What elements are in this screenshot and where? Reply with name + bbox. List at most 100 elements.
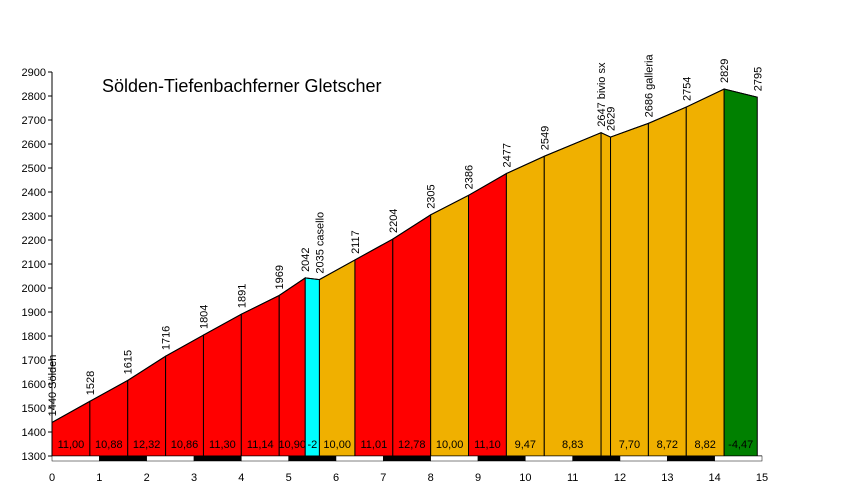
profile-segment: [723, 88, 758, 457]
profile-segments: [51, 88, 758, 457]
y-tick-label: 2600: [22, 139, 46, 151]
point-label: 2686 galleria: [643, 53, 655, 117]
x-tick-label: 11: [567, 472, 578, 484]
profile-segment: [685, 88, 725, 457]
chart-title: Sölden-Tiefenbachferner Gletscher: [102, 76, 381, 96]
gradient-label: 11,01: [361, 439, 388, 451]
x-tick-label: 6: [333, 472, 339, 484]
profile-segment: [600, 131, 612, 457]
x-tick-label: 15: [756, 472, 768, 484]
point-label: 2754: [681, 77, 693, 101]
y-tick-label: 1700: [22, 355, 46, 367]
point-label: 1891: [236, 284, 248, 308]
x-tick-label: 4: [238, 472, 244, 484]
x-tick-label: 14: [709, 472, 721, 484]
profile-segment: [240, 294, 280, 457]
x-tick-label: 3: [191, 472, 197, 484]
y-tick-label: 1900: [22, 307, 46, 319]
gradient-label: 10,86: [171, 439, 199, 451]
km-bar: [241, 455, 289, 462]
point-label: 1528: [85, 371, 97, 395]
km-bar: [430, 455, 479, 462]
km-bar: [525, 455, 573, 462]
point-label: 2035 casello: [314, 212, 326, 274]
x-tick-label: 0: [49, 472, 55, 484]
km-bar: [619, 455, 668, 462]
profile-segment: [392, 213, 432, 457]
profile-segment: [202, 313, 242, 457]
km-bar: [146, 455, 195, 462]
y-tick-label: 2100: [22, 259, 46, 271]
gradient-label: 10,00: [323, 439, 351, 451]
gradient-label: 8,72: [657, 439, 678, 451]
point-label: 1969: [274, 265, 286, 289]
km-bar: [288, 455, 337, 462]
y-tick-label: 1500: [22, 403, 46, 415]
y-tick-label: 1400: [22, 427, 46, 439]
y-tick-label: 2400: [22, 187, 46, 199]
y-tick-label: 1800: [22, 331, 46, 343]
gradient-label: 12,78: [398, 439, 426, 451]
point-label: 2042: [300, 247, 312, 271]
x-tick-label: 2: [144, 472, 150, 484]
y-tick-label: 2500: [22, 163, 46, 175]
gradient-label: 9,47: [515, 439, 536, 451]
point-label: 1440 Sölden: [47, 355, 59, 417]
point-label: 1804: [198, 305, 210, 329]
point-label: 2629: [606, 107, 618, 131]
point-label: 2829: [719, 59, 731, 83]
profile-segment: [354, 238, 394, 457]
gradient-labels: 11,00 10,88 12,32 10,86 11,30 11,14 10,90 -2 10,…: [58, 439, 754, 451]
y-tick-label: 2300: [22, 211, 46, 223]
x-tick-label: 12: [614, 472, 626, 484]
point-label: 2647 bivio sx: [596, 62, 608, 127]
profile-segment: [430, 194, 470, 457]
gradient-label: 11,10: [474, 439, 501, 451]
gradient-label: 8,83: [562, 439, 583, 451]
profile-segment: [278, 276, 306, 457]
gradient-label: 11,00: [58, 439, 85, 451]
point-label: 2477: [501, 143, 513, 167]
profile-line: [51, 88, 758, 423]
profile-segment: [543, 131, 602, 457]
gradient-label: 7,70: [619, 439, 640, 451]
x-tick-label: 13: [661, 472, 673, 484]
gradient-label: 10,00: [436, 439, 464, 451]
x-tick-label: 5: [286, 472, 292, 484]
gradient-label: -4,47: [728, 439, 753, 451]
y-tick-label: 2900: [22, 67, 46, 79]
point-label: 2305: [426, 184, 438, 208]
km-bar: [335, 455, 384, 462]
y-tick-label: 2800: [22, 91, 46, 103]
km-bar: [193, 455, 242, 462]
km-bar: [51, 455, 100, 462]
y-tick-label: 1600: [22, 379, 46, 391]
y-tick-label: 2000: [22, 283, 46, 295]
gradient-label: 10,90: [278, 439, 306, 451]
point-label: 2117: [350, 230, 362, 254]
point-label: 1615: [123, 350, 135, 374]
x-tick-label: 7: [380, 472, 386, 484]
km-bar: [714, 455, 763, 462]
x-tick-label: 9: [475, 472, 481, 484]
km-bar: [383, 455, 431, 462]
km-bar: [572, 455, 621, 462]
gradient-label: 8,82: [694, 439, 715, 451]
y-tick-label: 1300: [22, 451, 46, 463]
point-label: 2204: [388, 209, 400, 233]
profile-segment: [505, 155, 545, 457]
km-bar: [667, 455, 715, 462]
profile-segment: [318, 259, 356, 457]
profile-segment: [610, 122, 649, 457]
point-label: 2386: [464, 165, 476, 189]
x-tick-label: 8: [428, 472, 434, 484]
gradient-label: 12,32: [133, 439, 161, 451]
gradient-label: 11,14: [247, 439, 274, 451]
profile-segment: [304, 277, 320, 457]
km-bar: [477, 455, 526, 462]
gradient-label: 11,30: [209, 439, 236, 451]
y-tick-label: 2700: [22, 115, 46, 127]
axes: 1300140015001600170018001900200021002200…: [22, 67, 769, 484]
gradient-label: 10,88: [95, 439, 123, 451]
